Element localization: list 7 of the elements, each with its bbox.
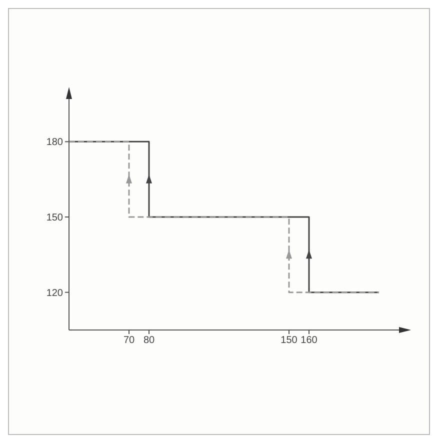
- y-tick-label: 180: [46, 137, 64, 148]
- y-tick-label: 120: [46, 288, 64, 299]
- x-tick-label: 160: [300, 335, 318, 346]
- y-tick-label: 150: [46, 212, 64, 224]
- x-tick-label: 70: [123, 335, 135, 346]
- x-tick-label: 80: [143, 335, 155, 346]
- x-tick-label: 150: [280, 335, 298, 346]
